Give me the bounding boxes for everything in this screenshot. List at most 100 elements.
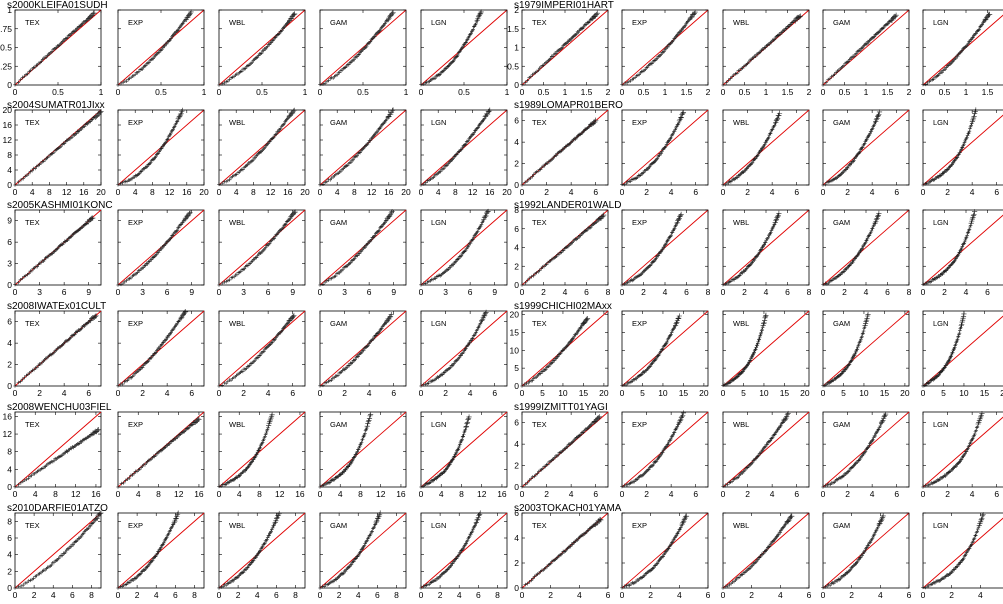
data-point <box>459 353 463 358</box>
data-point <box>263 432 268 437</box>
data-point <box>976 28 981 32</box>
data-point <box>797 13 803 19</box>
x-tick-label: 2 <box>845 489 850 499</box>
data-point <box>433 76 437 80</box>
qq-panel: TEX 0 3 6 9 0 3 6 9 <box>7 209 102 297</box>
x-tick-label: 16 <box>485 187 495 197</box>
x-tick-label: 6 <box>492 388 497 398</box>
panel-label: WBL <box>733 218 749 227</box>
x-tick-label: 4 <box>165 388 170 398</box>
data-point <box>380 122 385 127</box>
data-point <box>25 72 30 76</box>
data-point <box>162 44 167 48</box>
data-point <box>879 27 884 31</box>
data-point <box>161 340 166 345</box>
data-point <box>175 228 179 233</box>
qq-panel: LGN 0 0.5 1 <box>419 9 510 97</box>
chart-group: s1999IZMITT01YAGI TEX 0 2 4 6 0 2 4 6 EXP 0 2 4 6 WBL 0 2… <box>514 402 1003 499</box>
data-point <box>957 51 962 56</box>
x-tick-label: 0 <box>217 489 222 499</box>
data-point <box>282 24 287 29</box>
data-point <box>165 137 169 142</box>
data-point <box>657 153 662 158</box>
data-point <box>650 463 655 468</box>
data-point <box>968 223 973 228</box>
x-tick-label: 1 <box>303 87 308 97</box>
x-tick-label: 6 <box>189 388 194 398</box>
data-point <box>735 71 739 76</box>
data-point <box>456 53 460 57</box>
panel-label: WBL <box>229 118 245 127</box>
chart-group-title: s2005KASHMI01KONC <box>7 200 113 211</box>
data-point <box>19 178 23 182</box>
x-tick-label: 4 <box>563 287 568 297</box>
data-point <box>826 77 830 82</box>
x-tick-label: 0 <box>116 287 121 297</box>
y-tick-label: 0.5 <box>507 61 519 71</box>
x-tick-label: 10 <box>759 388 769 398</box>
data-point <box>285 219 290 223</box>
x-tick-label: 6 <box>593 187 598 197</box>
x-tick-label: 6 <box>266 287 271 297</box>
panel-label: WBL <box>229 319 245 328</box>
x-tick-label: 4 <box>870 489 875 499</box>
x-tick-label: 0 <box>318 187 323 197</box>
data-point <box>372 35 376 39</box>
data-point <box>423 81 428 85</box>
data-point <box>464 346 468 351</box>
data-point <box>323 81 327 86</box>
panel-label: GAM <box>330 118 347 127</box>
data-point <box>266 422 272 429</box>
x-tick-label: 0 <box>419 187 424 197</box>
qq-panel: GAM 0 2 4 6 8 <box>821 209 912 297</box>
chart-group-title: s2008WENCHU03FIEL <box>7 402 112 413</box>
data-point <box>443 66 448 71</box>
x-tick-label: 12 <box>367 187 377 197</box>
x-tick-label: 0 <box>217 388 222 398</box>
data-point <box>487 107 493 113</box>
panel-label: EXP <box>128 218 143 227</box>
x-tick-label: 0 <box>419 87 424 97</box>
x-tick-label: 0 <box>318 489 323 499</box>
data-point <box>836 274 840 279</box>
chart-group-title: s2008IWATEx01CULT <box>7 301 106 312</box>
data-point <box>760 325 765 329</box>
data-point <box>525 78 530 83</box>
data-point <box>761 320 767 326</box>
panel-label: EXP <box>632 218 647 227</box>
data-point <box>26 579 31 583</box>
data-point <box>842 63 846 68</box>
y-tick-label: 4 <box>7 550 12 560</box>
data-point <box>655 56 659 61</box>
data-point <box>177 113 183 120</box>
data-point <box>475 14 482 20</box>
x-tick-label: 2 <box>140 388 145 398</box>
data-point <box>161 340 165 345</box>
data-point <box>828 76 832 81</box>
y-tick-label: 4 <box>514 243 519 253</box>
data-point <box>646 167 650 171</box>
data-point <box>182 309 188 315</box>
data-point <box>954 339 959 344</box>
x-tick-label: 4 <box>669 489 674 499</box>
data-point <box>385 18 390 23</box>
x-tick-label: 4 <box>234 187 239 197</box>
x-tick-label: 0 <box>13 489 18 499</box>
data-point <box>462 42 466 47</box>
data-point <box>628 79 633 83</box>
x-tick-label: 6 <box>86 388 91 398</box>
panel-label: TEX <box>532 420 547 429</box>
data-point <box>676 313 682 319</box>
x-tick-label: 0 <box>921 287 926 297</box>
data-point <box>277 31 282 36</box>
data-point <box>474 22 478 26</box>
data-point <box>574 32 579 36</box>
panel-label: TEX <box>25 118 40 127</box>
qq-panel: WBL 0 4 8 12 16 <box>217 411 306 499</box>
data-point <box>724 80 729 85</box>
data-point <box>865 42 869 46</box>
panel-label: TEX <box>25 18 40 27</box>
x-tick-label: 4 <box>62 388 67 398</box>
